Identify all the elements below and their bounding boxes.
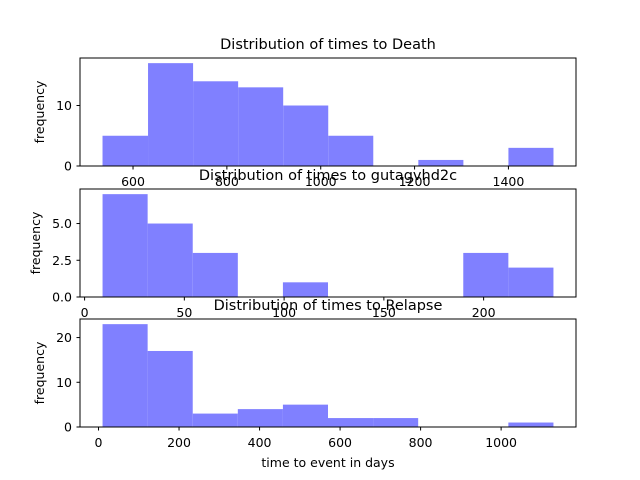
death-x-tick-label-600: 600: [121, 174, 145, 189]
death-chart-title: Distribution of times to Death: [220, 37, 436, 53]
death-axes-frame: [79, 57, 577, 167]
gutagvhd2c-y-tick-label-2.5: 2.5: [52, 253, 72, 268]
relapse-bar-3: [237, 409, 283, 427]
gutagvhd2c-y-tick-label-5.0: 5.0: [52, 216, 72, 231]
relapse-x-axis-label: time to event in days: [261, 455, 394, 470]
death-bar-2: [193, 81, 239, 166]
death-bar-7: [418, 159, 464, 166]
death-bar-0: [102, 135, 149, 166]
relapse-bar-9: [508, 422, 554, 427]
death-bar-5: [328, 135, 374, 166]
gutagvhd2c-bar-1: [147, 223, 193, 297]
gutagvhd2c-x-tick-label-0: 0: [81, 305, 89, 320]
relapse-x-tick-label-800: 800: [409, 435, 433, 450]
relapse-y-axis-label: frequency: [32, 341, 47, 404]
relapse-x-tick-label-1000: 1000: [485, 435, 517, 450]
relapse-bar-2: [192, 413, 238, 427]
death-x-tick-label-1200: 1200: [399, 174, 431, 189]
gutagvhd2c-y-axis-label: frequency: [28, 211, 43, 274]
gutagvhd2c-bar-0: [102, 194, 148, 297]
relapse-ticks: 0 200 400 600 800 1000 0 10 20: [56, 330, 517, 450]
relapse-chart-title: Distribution of times to Relapse: [214, 298, 443, 314]
relapse-bar-4: [282, 404, 328, 427]
gutagvhd2c-x-tick-label-150: 150: [372, 305, 396, 320]
relapse-y-tick-label-0: 0: [64, 420, 72, 435]
relapse-y-tick-label-10: 10: [56, 375, 72, 390]
death-bar-9: [508, 147, 554, 166]
gutagvhd2c-histogram-panel: Distribution of times to gutagvhd2c freq…: [28, 168, 577, 320]
death-y-tick-label-0: 0: [64, 159, 72, 174]
death-histogram-panel: Distribution of times to Death frequency…: [32, 37, 577, 189]
gutagvhd2c-bar-4: [282, 282, 328, 297]
death-x-tick-label-1000: 1000: [305, 174, 337, 189]
relapse-bars: [102, 324, 554, 427]
gutagvhd2c-x-tick-label-100: 100: [272, 305, 296, 320]
relapse-bar-0: [102, 324, 148, 427]
death-x-tick-label-800: 800: [215, 174, 239, 189]
relapse-y-tick-label-20: 20: [56, 330, 72, 345]
gutagvhd2c-bar-8: [463, 252, 509, 297]
gutagvhd2c-bar-2: [192, 252, 238, 297]
death-ticks: 600 800 1000 1200 1400 0 10: [56, 98, 524, 189]
death-bar-1: [148, 63, 194, 166]
relapse-x-tick-label-600: 600: [328, 435, 352, 450]
death-bar-4: [283, 105, 329, 166]
death-x-tick-label-1400: 1400: [493, 174, 525, 189]
relapse-bar-5: [328, 418, 374, 427]
gutagvhd2c-axes-frame: [79, 188, 577, 298]
gutagvhd2c-ticks: 0 50 100 150 200 0.0 2.5 5.0: [52, 216, 495, 320]
relapse-axes-frame: [79, 318, 577, 428]
gutagvhd2c-bar-9: [508, 267, 554, 297]
death-y-axis-label: frequency: [32, 80, 47, 143]
gutagvhd2c-bars: [102, 194, 554, 297]
death-y-tick-label-10: 10: [56, 98, 72, 113]
death-bar-3: [238, 87, 284, 166]
gutagvhd2c-x-tick-label-50: 50: [176, 305, 192, 320]
relapse-histogram-panel: Distribution of times to Relapse frequen…: [32, 298, 577, 470]
gutagvhd2c-x-tick-label-200: 200: [472, 305, 496, 320]
death-bars: [102, 63, 554, 166]
gutagvhd2c-chart-title: Distribution of times to gutagvhd2c: [199, 168, 457, 184]
relapse-bar-6: [373, 418, 419, 427]
relapse-x-tick-label-400: 400: [248, 435, 272, 450]
relapse-bar-1: [147, 350, 193, 427]
relapse-x-tick-label-0: 0: [95, 435, 103, 450]
relapse-x-tick-label-200: 200: [167, 435, 191, 450]
gutagvhd2c-y-tick-label-0.0: 0.0: [52, 290, 72, 305]
